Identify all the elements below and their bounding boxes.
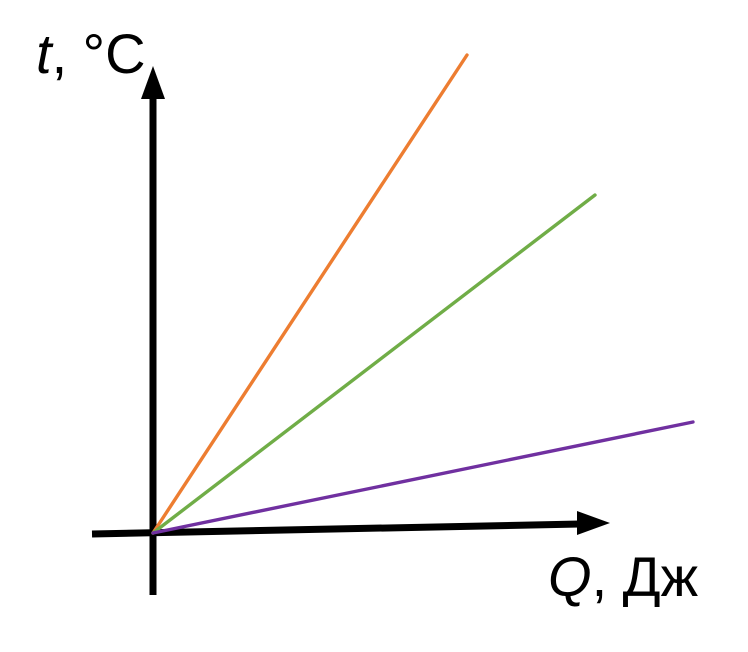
x-axis-variable: Q (548, 545, 592, 608)
x-axis (91, 520, 581, 538)
x-axis-label: Q, Дж (548, 549, 698, 605)
series-line-middle (151, 193, 597, 535)
x-axis-arrowhead-icon (577, 511, 610, 535)
series-line-shallowest (151, 420, 695, 535)
y-axis-label: t, °C (36, 26, 146, 82)
y-axis-arrowhead-icon (141, 66, 165, 99)
y-axis-unit: , °C (51, 22, 146, 85)
x-axis-unit: , Дж (591, 545, 699, 608)
y-axis-variable: t (36, 22, 52, 85)
series-line-steepest (151, 53, 469, 535)
